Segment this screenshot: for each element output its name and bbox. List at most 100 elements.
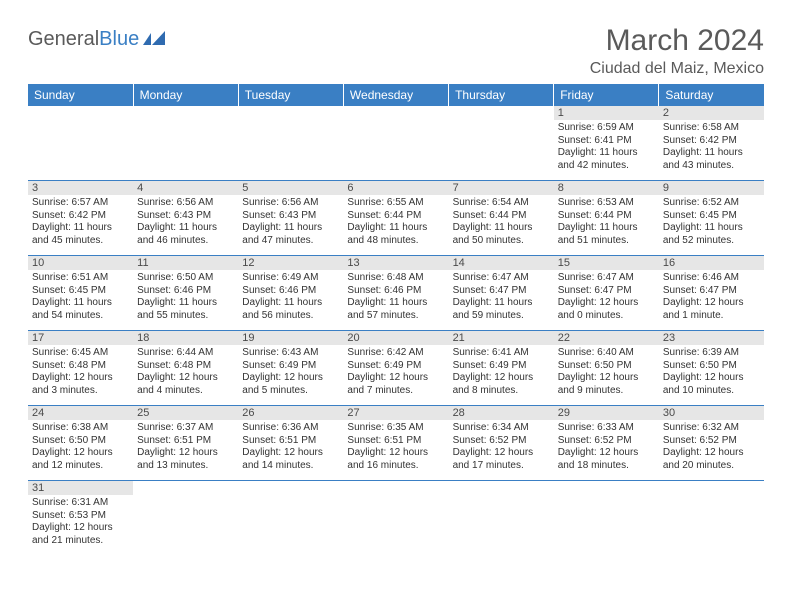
daylight-line: Daylight: 11 hours and 42 minutes. [558,147,655,172]
weekday-header: Wednesday [343,84,448,106]
sunset-line: Sunset: 6:51 PM [347,435,444,448]
sunrise-line: Sunrise: 6:33 AM [558,422,655,435]
day-details: Sunrise: 6:43 AMSunset: 6:49 PMDaylight:… [238,345,343,405]
daylight-line: Daylight: 12 hours and 0 minutes. [558,297,655,322]
day-details: Sunrise: 6:46 AMSunset: 6:47 PMDaylight:… [659,270,764,330]
day-details: Sunrise: 6:47 AMSunset: 6:47 PMDaylight:… [449,270,554,330]
daylight-line: Daylight: 12 hours and 18 minutes. [558,447,655,472]
weekday-header: Friday [554,84,659,106]
sunrise-line: Sunrise: 6:40 AM [558,347,655,360]
day-number: 25 [133,406,238,420]
sunrise-line: Sunrise: 6:47 AM [453,272,550,285]
sunset-line: Sunset: 6:50 PM [32,435,129,448]
calendar-blank-cell [449,106,554,181]
day-number: 9 [659,181,764,195]
sunrise-line: Sunrise: 6:37 AM [137,422,234,435]
day-number: 6 [343,181,448,195]
sunset-line: Sunset: 6:52 PM [453,435,550,448]
sunset-line: Sunset: 6:47 PM [663,285,760,298]
sunrise-line: Sunrise: 6:50 AM [137,272,234,285]
day-number: 26 [238,406,343,420]
day-number: 28 [449,406,554,420]
day-number: 16 [659,256,764,270]
sunrise-line: Sunrise: 6:49 AM [242,272,339,285]
sunrise-line: Sunrise: 6:53 AM [558,197,655,210]
daylight-line: Daylight: 12 hours and 1 minute. [663,297,760,322]
calendar-blank-cell [133,106,238,181]
daylight-line: Daylight: 11 hours and 43 minutes. [663,147,760,172]
day-details: Sunrise: 6:40 AMSunset: 6:50 PMDaylight:… [554,345,659,405]
logo-text-1: General [28,28,99,51]
calendar-day-cell: 3Sunrise: 6:57 AMSunset: 6:42 PMDaylight… [28,181,133,256]
calendar-day-cell: 26Sunrise: 6:36 AMSunset: 6:51 PMDayligh… [238,406,343,481]
day-details: Sunrise: 6:52 AMSunset: 6:45 PMDaylight:… [659,195,764,255]
day-details: Sunrise: 6:33 AMSunset: 6:52 PMDaylight:… [554,420,659,480]
calendar-day-cell: 14Sunrise: 6:47 AMSunset: 6:47 PMDayligh… [449,256,554,331]
daylight-line: Daylight: 12 hours and 3 minutes. [32,372,129,397]
sunrise-line: Sunrise: 6:36 AM [242,422,339,435]
day-number: 4 [133,181,238,195]
sunrise-line: Sunrise: 6:45 AM [32,347,129,360]
calendar-day-cell: 1Sunrise: 6:59 AMSunset: 6:41 PMDaylight… [554,106,659,181]
day-number: 1 [554,106,659,120]
day-number: 18 [133,331,238,345]
day-number: 23 [659,331,764,345]
day-number: 22 [554,331,659,345]
calendar-body: 1Sunrise: 6:59 AMSunset: 6:41 PMDaylight… [28,106,764,555]
daylight-line: Daylight: 11 hours and 57 minutes. [347,297,444,322]
day-details: Sunrise: 6:50 AMSunset: 6:46 PMDaylight:… [133,270,238,330]
weekday-header: Sunday [28,84,133,106]
daylight-line: Daylight: 12 hours and 12 minutes. [32,447,129,472]
daylight-line: Daylight: 12 hours and 9 minutes. [558,372,655,397]
daylight-line: Daylight: 12 hours and 13 minutes. [137,447,234,472]
weekday-header: Thursday [449,84,554,106]
day-details: Sunrise: 6:37 AMSunset: 6:51 PMDaylight:… [133,420,238,480]
day-details: Sunrise: 6:36 AMSunset: 6:51 PMDaylight:… [238,420,343,480]
sunset-line: Sunset: 6:49 PM [453,360,550,373]
calendar-blank-cell [238,106,343,181]
sunset-line: Sunset: 6:45 PM [32,285,129,298]
day-details: Sunrise: 6:54 AMSunset: 6:44 PMDaylight:… [449,195,554,255]
calendar-day-cell: 15Sunrise: 6:47 AMSunset: 6:47 PMDayligh… [554,256,659,331]
calendar-day-cell: 28Sunrise: 6:34 AMSunset: 6:52 PMDayligh… [449,406,554,481]
sunset-line: Sunset: 6:50 PM [663,360,760,373]
calendar-day-cell: 10Sunrise: 6:51 AMSunset: 6:45 PMDayligh… [28,256,133,331]
daylight-line: Daylight: 12 hours and 14 minutes. [242,447,339,472]
day-number: 27 [343,406,448,420]
day-number: 20 [343,331,448,345]
calendar-blank-cell [133,481,238,556]
day-number: 12 [238,256,343,270]
daylight-line: Daylight: 11 hours and 52 minutes. [663,222,760,247]
sunset-line: Sunset: 6:43 PM [137,210,234,223]
day-details: Sunrise: 6:59 AMSunset: 6:41 PMDaylight:… [554,120,659,180]
calendar-week-row: 10Sunrise: 6:51 AMSunset: 6:45 PMDayligh… [28,256,764,331]
calendar-table: SundayMondayTuesdayWednesdayThursdayFrid… [28,84,764,555]
weekday-header: Saturday [659,84,764,106]
logo-text-2: Blue [99,28,139,51]
flag-icon [143,28,165,51]
calendar-day-cell: 12Sunrise: 6:49 AMSunset: 6:46 PMDayligh… [238,256,343,331]
day-details: Sunrise: 6:38 AMSunset: 6:50 PMDaylight:… [28,420,133,480]
sunrise-line: Sunrise: 6:48 AM [347,272,444,285]
calendar-day-cell: 13Sunrise: 6:48 AMSunset: 6:46 PMDayligh… [343,256,448,331]
calendar-week-row: 1Sunrise: 6:59 AMSunset: 6:41 PMDaylight… [28,106,764,181]
calendar-blank-cell [343,481,448,556]
sunset-line: Sunset: 6:42 PM [663,135,760,148]
sunrise-line: Sunrise: 6:51 AM [32,272,129,285]
sunset-line: Sunset: 6:46 PM [242,285,339,298]
day-details: Sunrise: 6:58 AMSunset: 6:42 PMDaylight:… [659,120,764,180]
sunrise-line: Sunrise: 6:55 AM [347,197,444,210]
calendar-blank-cell [554,481,659,556]
daylight-line: Daylight: 11 hours and 48 minutes. [347,222,444,247]
day-details: Sunrise: 6:48 AMSunset: 6:46 PMDaylight:… [343,270,448,330]
day-details: Sunrise: 6:49 AMSunset: 6:46 PMDaylight:… [238,270,343,330]
day-details: Sunrise: 6:35 AMSunset: 6:51 PMDaylight:… [343,420,448,480]
sunrise-line: Sunrise: 6:41 AM [453,347,550,360]
calendar-day-cell: 11Sunrise: 6:50 AMSunset: 6:46 PMDayligh… [133,256,238,331]
sunset-line: Sunset: 6:52 PM [663,435,760,448]
calendar-day-cell: 22Sunrise: 6:40 AMSunset: 6:50 PMDayligh… [554,331,659,406]
sunrise-line: Sunrise: 6:38 AM [32,422,129,435]
calendar-blank-cell [343,106,448,181]
day-details: Sunrise: 6:32 AMSunset: 6:52 PMDaylight:… [659,420,764,480]
day-details: Sunrise: 6:39 AMSunset: 6:50 PMDaylight:… [659,345,764,405]
